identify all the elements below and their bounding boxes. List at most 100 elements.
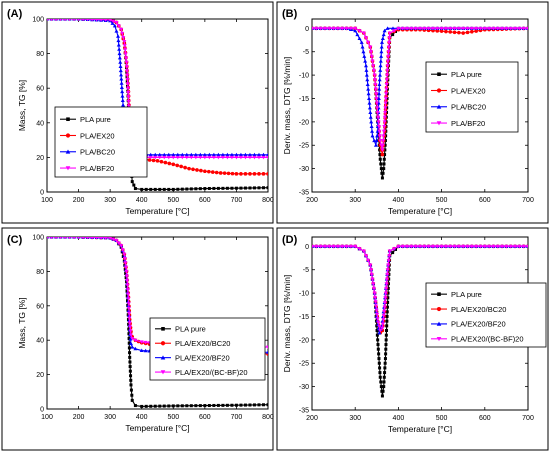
data-point bbox=[373, 295, 378, 300]
data-point bbox=[384, 286, 389, 291]
data-point bbox=[376, 343, 380, 347]
data-point bbox=[128, 341, 133, 346]
y-tick-label: 60 bbox=[36, 86, 44, 93]
y-tick-label: 100 bbox=[32, 17, 44, 24]
data-point bbox=[322, 244, 327, 249]
data-point bbox=[125, 279, 130, 283]
legend-label: PLA/EX20 bbox=[451, 86, 486, 95]
data-point bbox=[128, 329, 133, 334]
data-point bbox=[448, 244, 453, 249]
data-point bbox=[383, 111, 388, 115]
data-point bbox=[340, 26, 345, 31]
data-point bbox=[126, 302, 131, 306]
legend-marker bbox=[436, 306, 442, 312]
data-point bbox=[461, 26, 466, 31]
x-axis-label: Temperature [°C] bbox=[388, 424, 452, 434]
data-point bbox=[465, 244, 470, 249]
data-point bbox=[226, 171, 231, 176]
data-point bbox=[203, 169, 207, 174]
data-point bbox=[383, 296, 388, 300]
data-point bbox=[124, 60, 129, 65]
data-point bbox=[312, 26, 314, 31]
data-point bbox=[370, 277, 375, 282]
data-point bbox=[367, 96, 372, 100]
data-point bbox=[379, 54, 384, 58]
data-point bbox=[371, 64, 376, 68]
data-point bbox=[381, 129, 386, 134]
data-point bbox=[385, 305, 389, 309]
x-tick-label: 600 bbox=[479, 197, 491, 204]
data-point bbox=[380, 322, 385, 326]
data-point bbox=[383, 357, 387, 361]
data-point bbox=[140, 404, 144, 408]
data-point bbox=[125, 78, 130, 82]
data-point bbox=[381, 32, 386, 37]
data-point bbox=[384, 282, 389, 286]
data-point bbox=[128, 333, 133, 338]
data-point bbox=[377, 129, 382, 134]
data-point bbox=[153, 187, 157, 191]
data-point bbox=[184, 152, 189, 157]
data-point bbox=[266, 186, 268, 190]
data-point bbox=[50, 237, 53, 239]
legend-label: PLA/EX20 bbox=[80, 131, 115, 140]
data-point bbox=[375, 317, 380, 321]
data-point bbox=[225, 403, 229, 407]
data-point bbox=[368, 115, 373, 119]
data-point bbox=[126, 292, 131, 297]
data-point bbox=[72, 19, 76, 21]
data-point bbox=[348, 244, 353, 249]
data-point bbox=[127, 332, 131, 336]
data-point bbox=[117, 47, 122, 51]
y-tick-label: -15 bbox=[299, 96, 309, 103]
legend-label: PLA pure bbox=[451, 70, 482, 79]
data-point bbox=[256, 152, 261, 157]
data-point bbox=[149, 404, 153, 408]
data-point bbox=[266, 350, 268, 354]
data-point bbox=[382, 300, 387, 305]
data-point bbox=[248, 172, 252, 176]
data-point bbox=[221, 186, 225, 190]
data-point bbox=[377, 325, 382, 329]
data-point bbox=[252, 172, 257, 176]
data-point bbox=[456, 26, 461, 31]
data-point bbox=[373, 300, 378, 304]
data-point bbox=[252, 186, 256, 190]
data-point bbox=[369, 268, 374, 272]
data-point bbox=[252, 403, 256, 407]
data-point bbox=[357, 247, 362, 251]
data-point bbox=[218, 171, 223, 175]
data-point bbox=[409, 26, 414, 31]
data-point bbox=[385, 314, 389, 318]
x-tick-label: 700 bbox=[231, 414, 243, 421]
data-point bbox=[95, 237, 99, 240]
data-point bbox=[382, 115, 387, 120]
data-point bbox=[465, 26, 470, 31]
data-point bbox=[367, 105, 372, 110]
data-point bbox=[385, 64, 390, 68]
data-point bbox=[383, 361, 387, 365]
data-point bbox=[162, 404, 166, 408]
data-point bbox=[418, 26, 422, 31]
data-point bbox=[238, 155, 243, 160]
data-point bbox=[386, 258, 391, 263]
data-point bbox=[207, 186, 211, 190]
data-point bbox=[435, 26, 440, 31]
data-point bbox=[198, 152, 203, 157]
data-point bbox=[364, 63, 368, 68]
data-point bbox=[443, 244, 448, 249]
data-point bbox=[158, 187, 162, 191]
data-point bbox=[452, 244, 457, 249]
data-point bbox=[491, 244, 496, 249]
legend-marker bbox=[161, 327, 165, 331]
data-point bbox=[212, 403, 216, 407]
data-point bbox=[373, 82, 378, 87]
data-point bbox=[128, 365, 132, 369]
data-point bbox=[77, 237, 80, 239]
legend-label: PLA/BF20 bbox=[451, 119, 485, 128]
data-point bbox=[266, 152, 268, 157]
x-tick-label: 400 bbox=[393, 197, 405, 204]
legend-label: PLA pure bbox=[175, 325, 206, 334]
data-point bbox=[372, 291, 377, 296]
